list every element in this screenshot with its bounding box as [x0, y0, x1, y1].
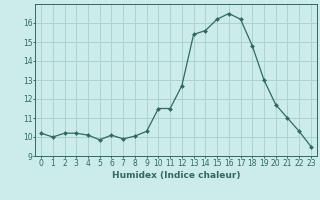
X-axis label: Humidex (Indice chaleur): Humidex (Indice chaleur)	[112, 171, 240, 180]
